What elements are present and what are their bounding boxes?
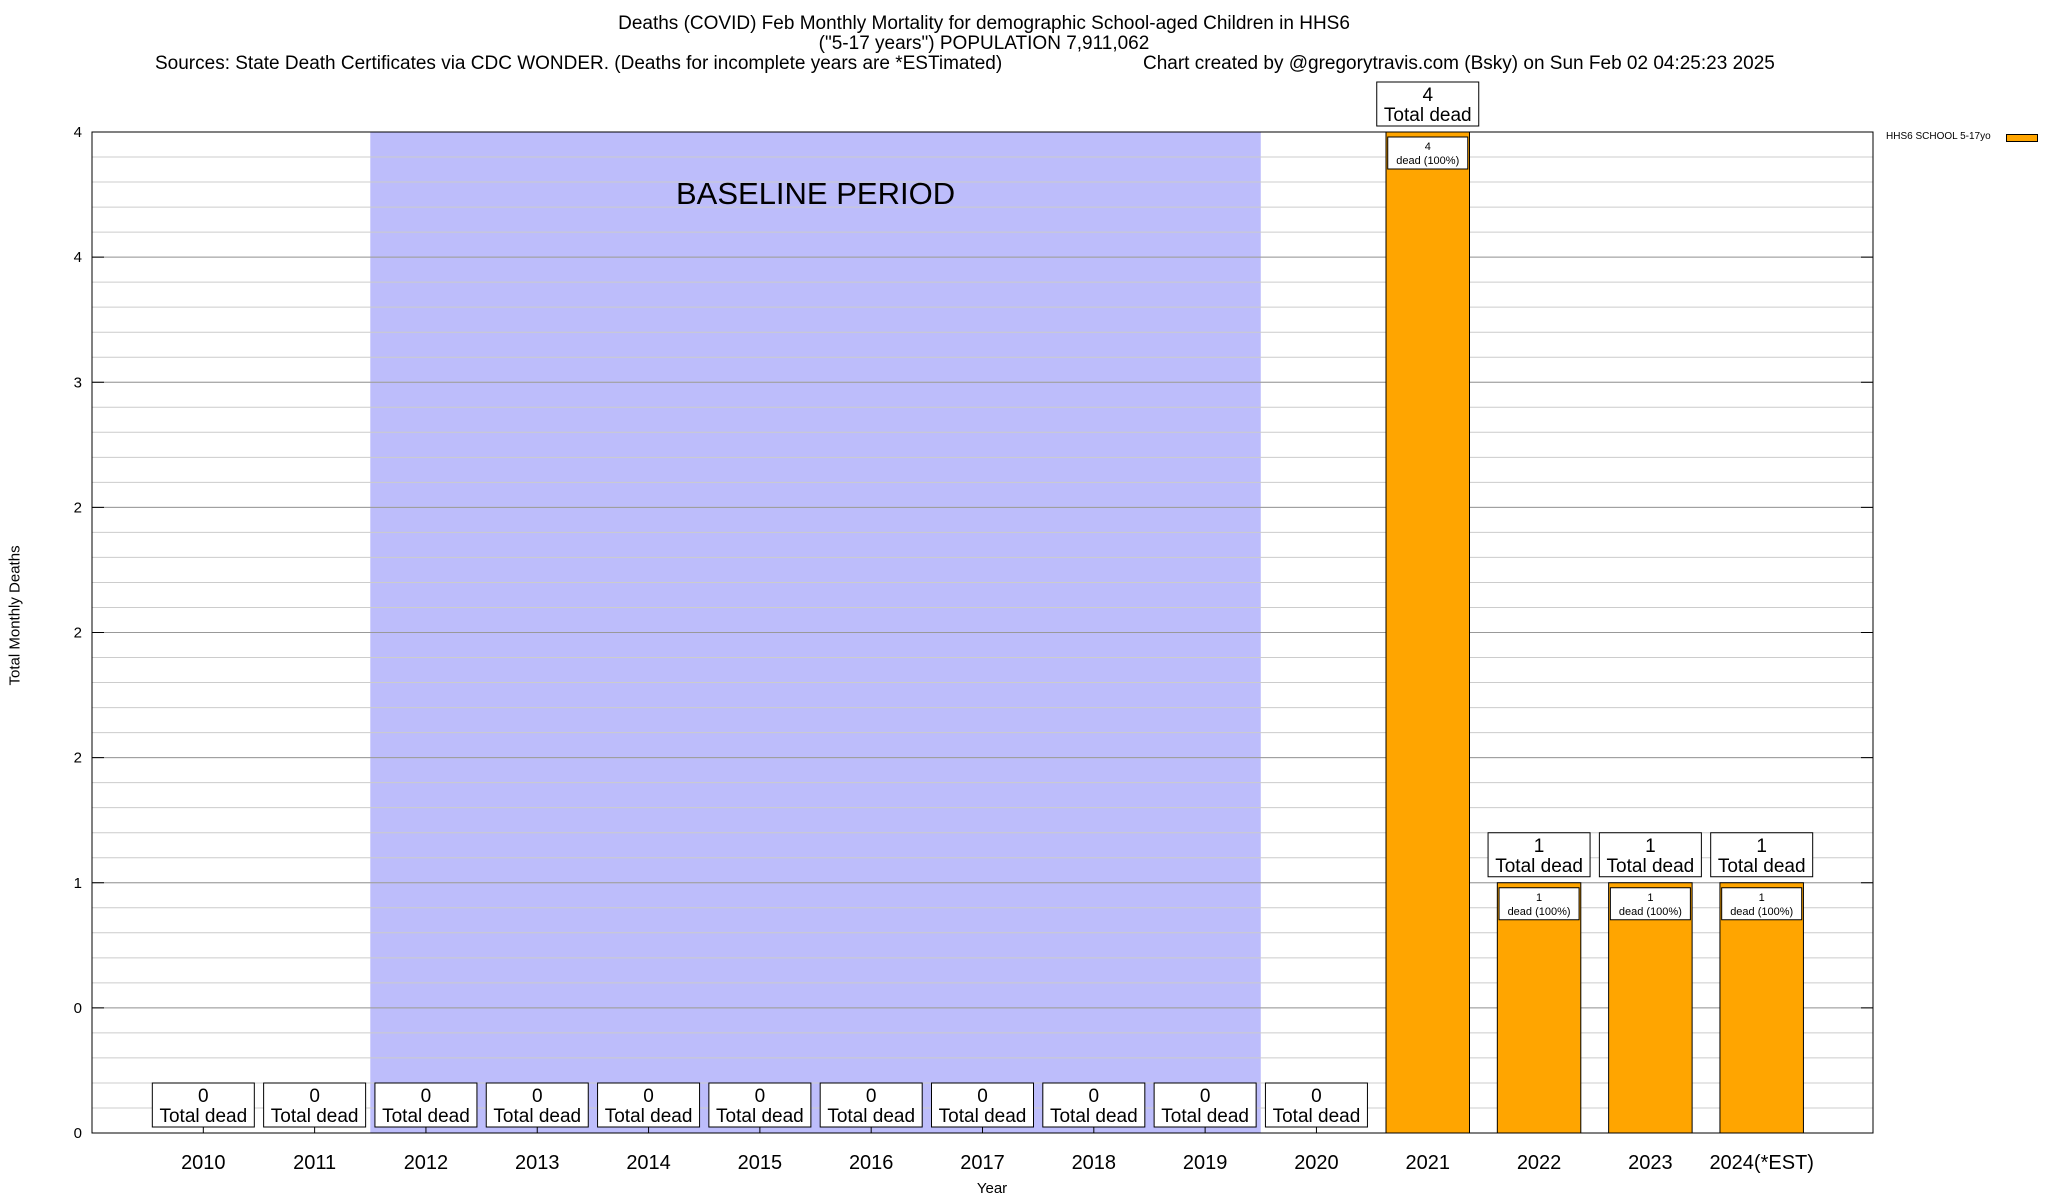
bar-inner-label-box bbox=[1498, 887, 1580, 921]
x-tick-label: 2015 bbox=[738, 1152, 783, 1174]
y-tick-label: 4 bbox=[74, 249, 82, 266]
total-label: Total dead bbox=[605, 1106, 693, 1127]
bar bbox=[1719, 882, 1804, 1134]
total-box bbox=[708, 1082, 812, 1128]
total-value: 0 bbox=[198, 1086, 209, 1107]
x-tick-label: 2020 bbox=[1294, 1152, 1339, 1174]
total-label: Total dead bbox=[827, 1106, 915, 1127]
total-value: 0 bbox=[309, 1086, 320, 1107]
bar-inner-label: dead (100%) bbox=[1619, 906, 1682, 918]
x-tick-label: 2021 bbox=[1406, 1152, 1451, 1174]
total-value: 0 bbox=[866, 1086, 877, 1107]
x-tick-label: 2023 bbox=[1628, 1152, 1673, 1174]
x-tick-label: 2017 bbox=[960, 1152, 1005, 1174]
bar-inner-label: dead (100%) bbox=[1730, 906, 1793, 918]
total-box bbox=[1710, 832, 1814, 878]
y-tick-label: 0 bbox=[74, 1000, 82, 1017]
chart-credit: Chart created by @gregorytravis.com (Bsk… bbox=[1143, 53, 1775, 74]
x-tick-label: 2011 bbox=[293, 1152, 336, 1174]
plot-border bbox=[91, 131, 1874, 1134]
total-value: 0 bbox=[421, 1086, 432, 1107]
bar-inner-label-box bbox=[1609, 887, 1691, 921]
baseline-label: BASELINE PERIOD bbox=[676, 176, 955, 211]
chart-title: Deaths (COVID) Feb Monthly Mortality for… bbox=[618, 13, 1350, 34]
bar-inner-label-box bbox=[1387, 136, 1469, 170]
total-box bbox=[1042, 1082, 1146, 1128]
total-label: Total dead bbox=[1607, 856, 1695, 877]
x-tick-label: 2019 bbox=[1183, 1152, 1228, 1174]
total-box bbox=[597, 1082, 701, 1128]
total-box bbox=[151, 1082, 255, 1128]
y-tick-label: 2 bbox=[74, 625, 82, 642]
total-box bbox=[1264, 1082, 1368, 1128]
x-tick-label: 2014 bbox=[626, 1152, 671, 1174]
total-value: 1 bbox=[1534, 836, 1545, 857]
total-label: Total dead bbox=[1384, 105, 1472, 126]
bar-inner-label: dead (100%) bbox=[1396, 155, 1459, 167]
x-tick-label: 2010 bbox=[181, 1152, 226, 1174]
total-label: Total dead bbox=[1050, 1106, 1138, 1127]
bar-inner-count: 1 bbox=[1536, 892, 1542, 904]
total-box bbox=[1153, 1082, 1257, 1128]
total-label: Total dead bbox=[1273, 1106, 1361, 1127]
total-value: 0 bbox=[1311, 1086, 1322, 1107]
total-value: 0 bbox=[1089, 1086, 1100, 1107]
chart-subtitle: ("5-17 years") POPULATION 7,911,062 bbox=[818, 33, 1150, 54]
total-label: Total dead bbox=[271, 1106, 359, 1127]
legend-label: HHS6 SCHOOL 5-17yo bbox=[1886, 131, 1991, 142]
bar-inner-label-box bbox=[1721, 887, 1803, 921]
total-label: Total dead bbox=[1495, 856, 1583, 877]
total-label: Total dead bbox=[159, 1106, 247, 1127]
total-label: Total dead bbox=[716, 1106, 804, 1127]
total-box bbox=[1487, 832, 1591, 878]
bar-inner-label: dead (100%) bbox=[1508, 906, 1571, 918]
bar bbox=[1496, 882, 1582, 1134]
y-tick-label: 0 bbox=[74, 1125, 82, 1142]
total-box bbox=[819, 1082, 923, 1128]
total-value: 0 bbox=[643, 1086, 654, 1107]
y-tick-label: 2 bbox=[74, 499, 82, 516]
bar-inner-count: 4 bbox=[1425, 141, 1431, 153]
total-value: 1 bbox=[1756, 836, 1767, 857]
x-tick-label: 2012 bbox=[404, 1152, 449, 1174]
total-label: Total dead bbox=[493, 1106, 581, 1127]
x-tick-label: 2016 bbox=[849, 1152, 894, 1174]
total-value: 0 bbox=[755, 1086, 766, 1107]
total-box bbox=[485, 1082, 589, 1128]
y-tick-label: 4 bbox=[74, 124, 82, 141]
total-box bbox=[931, 1082, 1034, 1128]
bar bbox=[1608, 882, 1693, 1134]
chart-source: Sources: State Death Certificates via CD… bbox=[155, 53, 1003, 74]
total-label: Total dead bbox=[1718, 856, 1806, 877]
bar bbox=[1385, 131, 1470, 1134]
bar-inner-count: 1 bbox=[1647, 892, 1653, 904]
total-value: 0 bbox=[977, 1086, 988, 1107]
total-label: Total dead bbox=[1161, 1106, 1249, 1127]
x-axis-label: Year bbox=[976, 1180, 1008, 1197]
total-box bbox=[1598, 832, 1702, 878]
total-box bbox=[374, 1082, 478, 1128]
total-label: Total dead bbox=[382, 1106, 470, 1127]
x-tick-label: 2024(*EST) bbox=[1709, 1152, 1814, 1174]
legend-swatch bbox=[2006, 134, 2038, 142]
total-value: 0 bbox=[1200, 1086, 1211, 1107]
x-tick-label: 2022 bbox=[1517, 1152, 1562, 1174]
bar-inner-count: 1 bbox=[1759, 892, 1765, 904]
total-value: 0 bbox=[532, 1086, 543, 1107]
y-axis-label: Total Monthly Deaths bbox=[6, 545, 24, 686]
total-label: Total dead bbox=[939, 1106, 1027, 1127]
total-box bbox=[1376, 81, 1480, 127]
x-tick-label: 2018 bbox=[1072, 1152, 1117, 1174]
total-value: 4 bbox=[1422, 85, 1433, 106]
total-value: 1 bbox=[1645, 836, 1656, 857]
y-tick-label: 3 bbox=[74, 374, 82, 391]
x-tick-label: 2013 bbox=[515, 1152, 560, 1174]
total-box bbox=[263, 1082, 367, 1128]
y-tick-label: 1 bbox=[74, 875, 82, 892]
y-tick-label: 2 bbox=[74, 750, 82, 767]
